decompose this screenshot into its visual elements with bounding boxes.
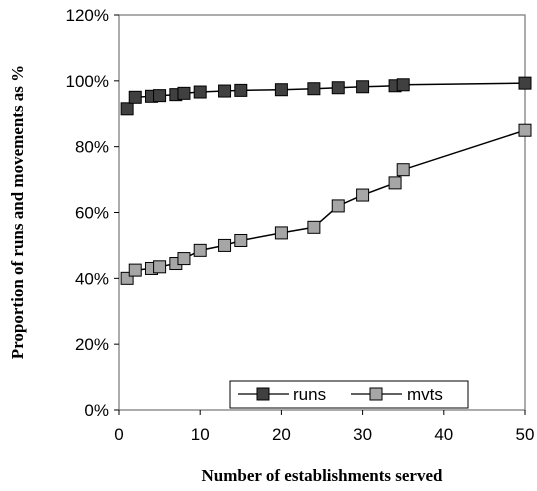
y-tick-label: 0% xyxy=(84,401,109,420)
data-point-runs xyxy=(128,90,142,104)
x-tick-label: 30 xyxy=(353,425,372,444)
y-tick-label: 100% xyxy=(66,72,109,91)
x-tick-label: 20 xyxy=(272,425,291,444)
data-point-runs xyxy=(120,102,134,116)
data-point-runs xyxy=(518,76,532,90)
legend: runs mvts xyxy=(229,380,469,409)
y-tick-label: 120% xyxy=(66,6,109,25)
legend-mvts-marker xyxy=(369,387,383,401)
data-point-mvts xyxy=(331,199,345,213)
data-point-runs xyxy=(274,83,288,97)
data-point-mvts xyxy=(307,220,321,234)
x-tick-label: 50 xyxy=(516,425,535,444)
legend-mvts-label: mvts xyxy=(407,385,443,404)
data-point-mvts xyxy=(128,263,142,277)
data-point-mvts xyxy=(234,233,248,247)
y-tick-label: 20% xyxy=(75,335,109,354)
y-tick-label: 40% xyxy=(75,269,109,288)
data-point-mvts xyxy=(518,123,532,137)
data-point-runs xyxy=(307,82,321,96)
legend-runs-marker xyxy=(256,387,270,401)
data-point-mvts xyxy=(388,176,402,190)
data-point-runs xyxy=(396,78,410,92)
data-point-runs xyxy=(218,84,232,98)
data-point-mvts xyxy=(177,252,191,266)
x-tick-label: 40 xyxy=(434,425,453,444)
data-point-runs xyxy=(193,85,207,99)
data-point-runs xyxy=(356,80,370,94)
data-point-mvts xyxy=(153,260,167,274)
data-point-runs xyxy=(177,86,191,100)
legend-runs-label: runs xyxy=(293,385,326,404)
data-point-runs xyxy=(153,89,167,103)
y-axis-title: Proportion of runs and movements as % xyxy=(8,65,27,359)
data-point-runs xyxy=(331,81,345,95)
data-point-mvts xyxy=(396,163,410,177)
y-tick-label: 80% xyxy=(75,138,109,157)
data-point-mvts xyxy=(274,226,288,240)
data-point-mvts xyxy=(218,238,232,252)
data-point-mvts xyxy=(356,188,370,202)
data-point-runs xyxy=(234,83,248,97)
x-axis-title: Number of establishments served xyxy=(202,466,444,485)
x-tick-label: 10 xyxy=(191,425,210,444)
data-point-mvts xyxy=(193,243,207,257)
x-tick-label: 0 xyxy=(114,425,123,444)
plot-area xyxy=(118,14,526,411)
y-tick-label: 60% xyxy=(75,204,109,223)
